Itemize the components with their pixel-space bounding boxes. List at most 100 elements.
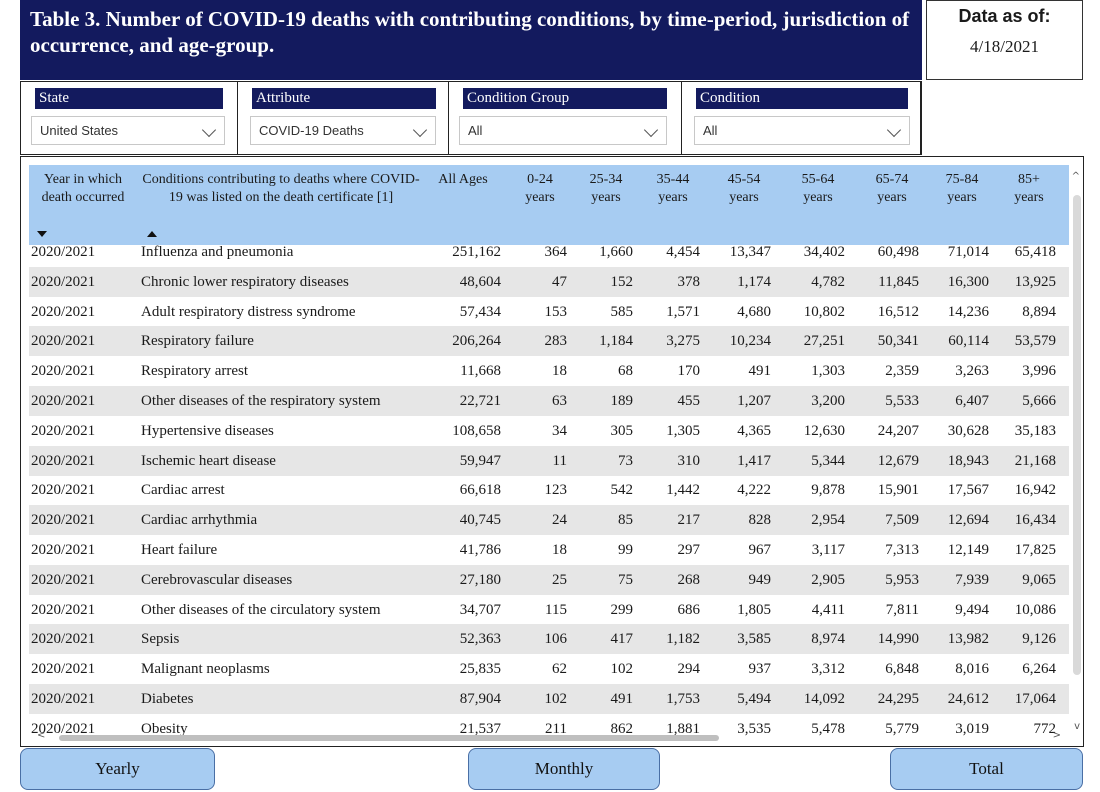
table-row[interactable]: 2020/2021 Heart failure 41,786 18 99 297 967 3,… (29, 535, 1069, 565)
value-cell: 7,509 (885, 512, 919, 529)
value-cell: 3,200 (811, 393, 845, 409)
table-row[interactable]: 2020/2021 Obesity 21,537 211 862 1,881 3,535 5,… (29, 714, 1069, 744)
table-row[interactable]: 2020/2021 Chronic lower respiratory disea… (29, 266, 1069, 297)
table-row[interactable]: 2020/2021 Respiratory failure 206,264 283 1,… (29, 326, 1069, 357)
column-header-year[interactable]: Year in which death occurred (41, 172, 125, 205)
value-cell: 34,402 (803, 244, 845, 260)
state-dropdown[interactable]: United States (31, 116, 225, 145)
column-header-75-84[interactable]: 75-84 years (945, 172, 979, 205)
value-cell: 35,183 (1014, 422, 1056, 439)
horizontal-scroll-thumb[interactable] (59, 735, 719, 741)
column-header-65-74[interactable]: 65-74 years (875, 172, 909, 205)
value-cell: 13,982 (947, 631, 989, 648)
value-cell: 99 (618, 542, 633, 558)
table-row[interactable]: 2020/2021 Respiratory arrest 11,668 18 68 170… (29, 356, 1069, 386)
yearly-button[interactable]: Yearly (20, 748, 215, 790)
table-row[interactable]: 2020/2021 Diabetes 87,904 102 491 1,753 5,494 1… (29, 684, 1069, 714)
value-cell: 106 (544, 631, 568, 648)
value-cell: 1,805 (737, 601, 771, 618)
value-cell: 18 (552, 363, 567, 380)
table-row[interactable]: 2020/2021 Cardiac arrhythmia 40,745 24 85 217… (29, 505, 1069, 536)
value-cell: 4,680 (737, 303, 771, 320)
value-cell: 3,996 (1022, 363, 1056, 380)
condition-cell: Respiratory failure (141, 333, 254, 350)
scroll-down-icon[interactable]: v (1074, 721, 1080, 732)
condition-cell: Heart failure (141, 542, 218, 558)
column-header-all-ages[interactable]: All Ages (438, 172, 488, 187)
table-row[interactable]: 2020/2021 Sepsis 52,363 106 417 1,182 3,585 8,9… (29, 624, 1069, 655)
condition-cell: Sepsis (141, 631, 180, 648)
column-header-0-24[interactable]: 0-24 years (525, 172, 555, 205)
value-cell: 18 (552, 542, 567, 558)
table-row[interactable]: 2020/2021 Ischemic heart disease 59,947 11 7… (29, 445, 1069, 476)
value-cell: 364 (544, 244, 568, 260)
table-row[interactable]: 2020/2021 Hypertensive diseases 108,658 34 3… (29, 416, 1069, 446)
column-header-35-44[interactable]: 35-44 years (656, 172, 690, 205)
value-cell: 949 (748, 571, 772, 588)
table-row[interactable]: 2020/2021 Malignant neoplasms 25,835 62 102 2… (29, 654, 1069, 684)
attribute-filter-label: Attribute (252, 88, 436, 109)
condition-dropdown[interactable]: All (694, 116, 910, 145)
horizontal-scrollbar[interactable]: < > (29, 730, 1069, 744)
column-header-85-plus[interactable]: 85+ years (1014, 172, 1044, 205)
column-header-45-54[interactable]: 45-54 years (727, 172, 761, 205)
condition-group-dropdown[interactable]: All (459, 116, 667, 145)
table-row[interactable]: 2020/2021 Cardiac arrest 66,618 123 542 1,442… (29, 475, 1069, 505)
value-cell: 1,660 (599, 244, 633, 260)
data-table: Year in which death occurred Conditions … (20, 156, 1084, 747)
value-cell: 24 (552, 512, 567, 529)
value-cell: 1,174 (737, 273, 771, 290)
vertical-scroll-thumb[interactable] (1073, 195, 1081, 675)
value-cell: 1,207 (737, 393, 771, 409)
year-cell: 2020/2021 (31, 363, 96, 380)
value-cell: 310 (677, 452, 701, 469)
attribute-dropdown[interactable]: COVID-19 Deaths (250, 116, 436, 145)
value-cell: 85 (618, 512, 633, 529)
value-cell: 12,630 (803, 422, 845, 439)
report-title-banner: Table 3. Number of COVID-19 deaths with … (20, 0, 922, 80)
value-cell: 152 (610, 273, 634, 290)
value-cell: 75 (618, 571, 633, 588)
condition-filter: Condition All (681, 82, 921, 154)
condition-group-dropdown-value: All (468, 123, 483, 138)
value-cell: 48,604 (459, 273, 501, 290)
column-header-55-64[interactable]: 55-64 years (801, 172, 835, 205)
value-cell: 11 (552, 452, 567, 469)
sort-ascending-icon[interactable] (147, 231, 157, 237)
value-cell: 34 (552, 422, 567, 439)
value-cell: 11,845 (878, 273, 919, 290)
value-cell: 87,904 (459, 691, 501, 707)
value-cell: 1,417 (737, 452, 771, 469)
value-cell: 1,442 (666, 482, 700, 499)
value-cell: 211 (545, 720, 567, 737)
total-button[interactable]: Total (890, 748, 1083, 790)
scroll-up-icon[interactable]: ^ (1071, 171, 1080, 182)
value-cell: 16,942 (1014, 482, 1056, 499)
value-cell: 9,494 (955, 601, 989, 618)
table-row[interactable]: 2020/2021 Influenza and pneumonia 251,162 3… (29, 237, 1069, 267)
value-cell: 3,117 (811, 542, 845, 558)
data-as-of-label: Data as of: (958, 6, 1051, 26)
table-row[interactable]: 2020/2021 Other diseases of the circulato… (29, 595, 1069, 625)
monthly-button[interactable]: Monthly (468, 748, 660, 790)
value-cell: 60,498 (877, 244, 919, 260)
value-cell: 4,411 (811, 601, 845, 618)
table-row[interactable]: 2020/2021 Cerebrovascular diseases 27,180 2… (29, 564, 1069, 595)
vertical-scrollbar[interactable]: ^ v (1069, 165, 1083, 735)
table-row[interactable]: 2020/2021 Adult respiratory distress synd… (29, 297, 1069, 327)
value-cell: 50,341 (877, 333, 919, 350)
value-cell: 24,295 (877, 691, 919, 707)
column-header-25-34[interactable]: 25-34 years (589, 172, 623, 205)
value-cell: 5,478 (811, 720, 845, 737)
value-cell: 585 (610, 303, 634, 320)
value-cell: 18,943 (947, 452, 989, 469)
scroll-right-icon[interactable]: > (1052, 730, 1061, 741)
table-row[interactable]: 2020/2021 Other diseases of the respirato… (29, 386, 1069, 416)
sort-descending-icon[interactable] (37, 231, 47, 237)
value-cell: 25 (552, 571, 567, 588)
value-cell: 1,881 (666, 720, 700, 737)
condition-dropdown-value: All (703, 123, 718, 138)
value-cell: 16,512 (877, 303, 919, 320)
column-header-condition[interactable]: Conditions contributing to deaths where … (142, 172, 420, 205)
scroll-left-icon[interactable]: < (37, 730, 46, 741)
